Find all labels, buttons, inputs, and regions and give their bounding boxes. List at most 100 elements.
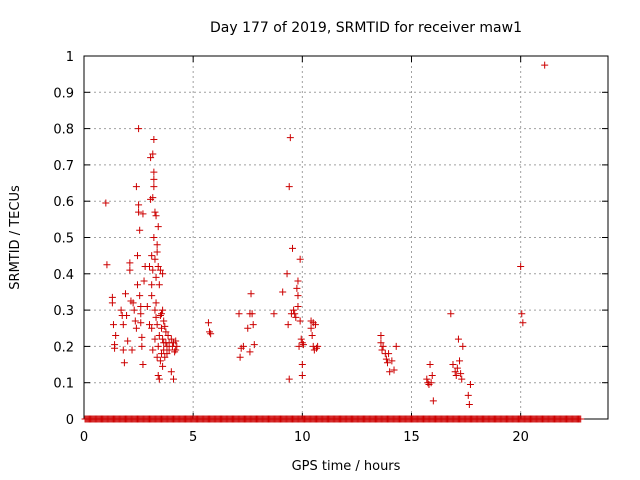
y-tick-label: 0 — [66, 413, 74, 428]
data-point — [150, 183, 158, 191]
data-point — [164, 332, 172, 340]
data-point — [294, 292, 302, 300]
data-point — [124, 337, 132, 345]
data-point — [152, 273, 160, 281]
data-point — [283, 270, 291, 278]
data-points — [81, 61, 585, 423]
data-point — [149, 266, 157, 274]
data-point — [464, 391, 472, 399]
data-point — [204, 319, 212, 327]
data-point — [155, 375, 163, 383]
data-point — [146, 263, 153, 271]
data-point — [235, 310, 243, 318]
data-point — [423, 375, 431, 383]
data-point — [123, 312, 131, 320]
data-point — [207, 330, 215, 338]
data-point — [153, 321, 161, 329]
y-tick-label: 0.2 — [53, 340, 74, 355]
data-point — [291, 310, 299, 318]
data-point — [132, 183, 140, 191]
data-point — [154, 263, 162, 271]
data-point — [129, 299, 137, 307]
chart-title: Day 177 of 2019, SRMTID for receiver maw… — [210, 20, 522, 36]
data-point — [136, 226, 144, 234]
data-point — [386, 368, 394, 376]
data-point — [108, 299, 116, 307]
data-point — [519, 319, 527, 327]
data-point — [248, 310, 256, 318]
data-point — [307, 324, 315, 332]
y-tick-label: 0.8 — [53, 123, 74, 138]
data-point — [270, 310, 278, 318]
data-point — [148, 252, 156, 260]
data-point — [148, 281, 156, 289]
data-point — [158, 324, 166, 332]
data-point — [138, 333, 146, 341]
data-point — [285, 375, 293, 383]
data-point — [284, 321, 292, 329]
data-point — [165, 346, 173, 354]
data-point — [296, 255, 304, 263]
data-point — [382, 355, 390, 363]
data-point — [159, 306, 167, 314]
y-axis-label: SRMTID / TECUs — [8, 185, 23, 290]
data-point — [429, 397, 437, 405]
data-point — [296, 317, 304, 325]
x-axis-label: GPS time / hours — [292, 459, 401, 474]
data-point — [149, 194, 157, 202]
data-point — [298, 371, 306, 379]
data-point — [383, 359, 391, 367]
data-point — [390, 366, 398, 374]
data-point — [137, 310, 145, 318]
data-point — [156, 312, 164, 320]
data-point — [452, 371, 460, 379]
data-point — [143, 302, 151, 310]
x-tick-label: 5 — [189, 430, 197, 445]
data-point — [133, 281, 141, 289]
data-point — [151, 335, 159, 343]
data-point — [146, 321, 153, 329]
data-point — [447, 310, 455, 318]
data-point — [458, 375, 466, 383]
data-point — [295, 342, 303, 350]
data-point — [130, 306, 138, 314]
data-point — [150, 135, 158, 143]
data-point — [139, 210, 147, 218]
data-point — [161, 322, 169, 330]
data-point — [377, 332, 385, 340]
data-point — [297, 335, 305, 343]
y-tick-label: 0.3 — [53, 304, 74, 319]
data-point — [426, 361, 434, 369]
data-point — [140, 277, 148, 285]
data-point — [428, 371, 436, 379]
data-point — [131, 317, 139, 325]
data-point — [156, 266, 164, 274]
data-point — [117, 306, 125, 314]
data-point — [279, 288, 287, 296]
data-point — [427, 379, 435, 387]
data-point — [155, 281, 163, 289]
y-tick-label: 0.9 — [53, 86, 74, 101]
data-point — [135, 125, 143, 133]
data-point — [167, 335, 175, 343]
data-point — [119, 346, 127, 354]
data-point — [285, 183, 293, 191]
data-point — [311, 321, 319, 329]
data-point — [308, 332, 316, 340]
data-point — [160, 317, 168, 325]
data-point — [136, 292, 144, 300]
data-point — [158, 310, 166, 318]
data-point — [377, 339, 385, 347]
data-point — [385, 350, 393, 358]
data-point — [286, 134, 294, 142]
data-point — [541, 61, 549, 69]
data-point — [294, 302, 302, 310]
data-point — [163, 350, 171, 358]
data-point — [154, 342, 162, 350]
data-point — [314, 342, 322, 350]
data-point — [159, 270, 167, 278]
data-point — [151, 208, 159, 216]
data-point — [299, 341, 307, 349]
data-point — [244, 324, 252, 332]
data-point — [138, 342, 146, 350]
